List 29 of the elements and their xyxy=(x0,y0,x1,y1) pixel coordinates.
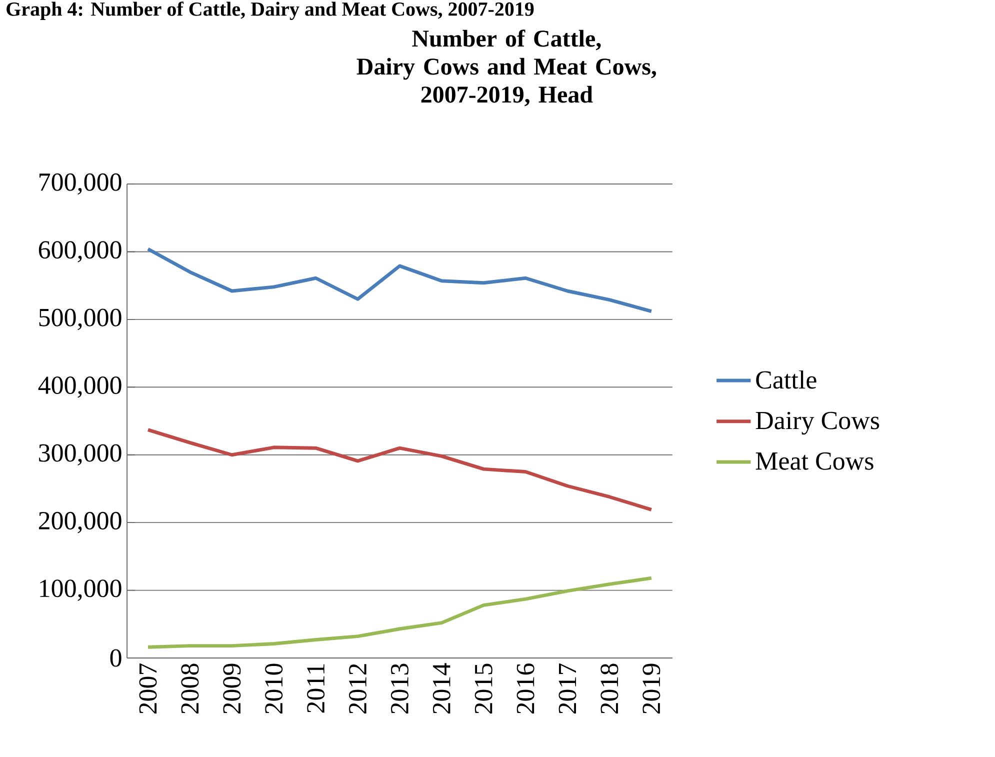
line-series xyxy=(146,247,654,314)
y-tick-label: 0 xyxy=(110,649,122,667)
x-tick-label: 2010 xyxy=(265,664,283,714)
x-tick-label: 2012 xyxy=(348,664,367,714)
line-series xyxy=(146,576,654,649)
x-tick-label: 2013 xyxy=(390,664,408,714)
legend-label: Dairy Cows xyxy=(756,412,880,435)
y-tick-label: 100,000 xyxy=(40,580,122,601)
x-tick-label: 2007 xyxy=(139,663,157,714)
y-tick-label: 200,000 xyxy=(38,512,122,534)
x-tick-label: 2019 xyxy=(642,664,660,714)
legend-label: Meat Cows xyxy=(756,452,874,470)
line-series xyxy=(146,428,654,512)
x-tick-label: 2008 xyxy=(181,664,199,714)
x-tick-label: 2011 xyxy=(307,664,325,713)
y-tick-label: 600,000 xyxy=(38,241,122,262)
caption: Graph 4: Number of Cattle, Dairy and Meat Cows, 2007-2019 xyxy=(6,2,534,20)
legend-label: Cattle xyxy=(756,370,816,389)
x-tick-label: 2014 xyxy=(432,663,450,714)
x-tick-label: 2015 xyxy=(474,664,492,714)
x-tick-label: 2017 xyxy=(558,663,576,714)
chart-title: Number of Cattle, Dairy Cows and Meat Cows, 2007-2019, Head xyxy=(356,30,656,106)
y-tick-label: 700,000 xyxy=(40,173,122,195)
y-tick-label: 300,000 xyxy=(39,444,122,466)
y-tick-label: 500,000 xyxy=(39,308,122,330)
x-tick-label: 2016 xyxy=(516,664,534,714)
x-tick-label: 2009 xyxy=(223,664,241,714)
y-tick-label: 400,000 xyxy=(38,376,122,398)
x-tick-label: 2018 xyxy=(600,664,618,714)
